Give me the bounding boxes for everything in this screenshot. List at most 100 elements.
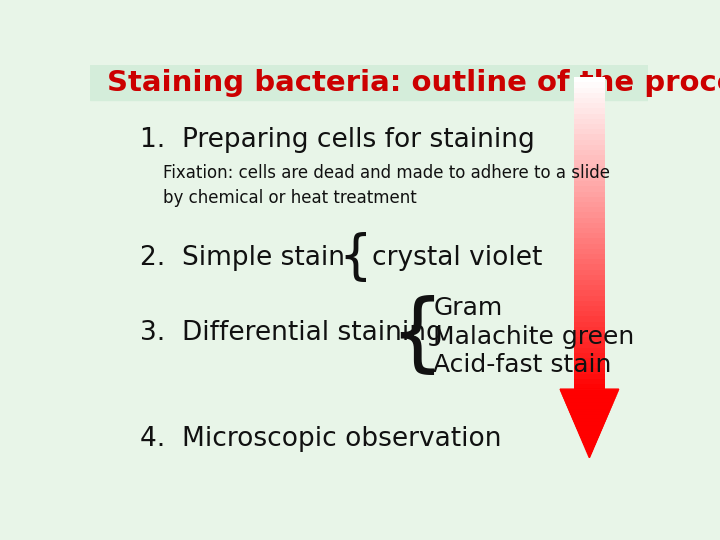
Text: {: {: [338, 232, 372, 284]
Polygon shape: [579, 433, 600, 435]
Bar: [574, 223, 605, 228]
Bar: [574, 337, 605, 342]
Bar: [574, 238, 605, 244]
Bar: [90, 65, 648, 100]
Bar: [574, 269, 605, 275]
Polygon shape: [574, 421, 605, 423]
Bar: [574, 160, 605, 166]
Polygon shape: [560, 389, 618, 392]
Bar: [574, 306, 605, 311]
Text: 3.  Differential staining: 3. Differential staining: [140, 320, 443, 346]
Bar: [574, 134, 605, 140]
Bar: [574, 83, 605, 87]
Text: 1.  Preparing cells for staining: 1. Preparing cells for staining: [140, 127, 535, 153]
Polygon shape: [567, 405, 612, 407]
Bar: [574, 197, 605, 202]
Bar: [574, 155, 605, 160]
Polygon shape: [568, 407, 611, 410]
Polygon shape: [573, 419, 606, 421]
Bar: [574, 202, 605, 207]
Bar: [574, 113, 605, 119]
Bar: [574, 327, 605, 332]
Bar: [574, 181, 605, 186]
Bar: [574, 311, 605, 316]
Bar: [574, 353, 605, 358]
Bar: [574, 145, 605, 150]
Bar: [574, 249, 605, 254]
Bar: [574, 119, 605, 124]
Polygon shape: [571, 414, 608, 416]
Polygon shape: [580, 435, 599, 437]
Polygon shape: [576, 426, 603, 428]
Polygon shape: [562, 394, 617, 396]
Polygon shape: [565, 401, 614, 403]
Bar: [574, 291, 605, 295]
Polygon shape: [588, 453, 591, 455]
Bar: [574, 228, 605, 233]
Bar: [574, 363, 605, 368]
Bar: [574, 295, 605, 301]
Bar: [574, 358, 605, 363]
Polygon shape: [577, 430, 601, 433]
Bar: [574, 87, 605, 93]
Polygon shape: [566, 403, 613, 405]
Bar: [574, 332, 605, 337]
Bar: [574, 244, 605, 249]
Bar: [574, 176, 605, 181]
Polygon shape: [583, 444, 595, 446]
Bar: [574, 218, 605, 223]
Polygon shape: [563, 396, 616, 399]
Polygon shape: [569, 410, 610, 412]
Text: Fixation: cells are dead and made to adhere to a slide
by chemical or heat treat: Fixation: cells are dead and made to adh…: [163, 164, 610, 207]
Bar: [574, 233, 605, 238]
Bar: [574, 171, 605, 176]
Bar: [574, 368, 605, 374]
Text: crystal violet: crystal violet: [372, 245, 542, 271]
Polygon shape: [587, 451, 593, 453]
Polygon shape: [585, 446, 594, 449]
Text: Staining bacteria: outline of the procedure: Staining bacteria: outline of the proced…: [107, 69, 720, 97]
Bar: [574, 285, 605, 291]
Polygon shape: [561, 392, 618, 394]
Polygon shape: [575, 423, 604, 426]
Bar: [574, 254, 605, 259]
Bar: [574, 129, 605, 134]
Bar: [574, 98, 605, 103]
Bar: [574, 321, 605, 327]
Text: 2.  Simple stain: 2. Simple stain: [140, 245, 345, 271]
Bar: [574, 77, 605, 83]
Bar: [574, 93, 605, 98]
Bar: [574, 280, 605, 285]
Bar: [574, 166, 605, 171]
Bar: [574, 109, 605, 113]
Bar: [574, 301, 605, 306]
Polygon shape: [572, 416, 607, 419]
Bar: [574, 259, 605, 265]
Polygon shape: [580, 437, 598, 440]
Text: Acid-fast stain: Acid-fast stain: [433, 353, 611, 377]
Bar: [574, 348, 605, 353]
Bar: [574, 275, 605, 280]
Bar: [574, 212, 605, 218]
Polygon shape: [577, 428, 602, 430]
Polygon shape: [570, 412, 609, 414]
Bar: [574, 150, 605, 155]
Bar: [574, 124, 605, 129]
Bar: [574, 186, 605, 192]
Polygon shape: [564, 399, 615, 401]
Polygon shape: [588, 455, 590, 458]
Text: Malachite green: Malachite green: [433, 325, 634, 349]
Polygon shape: [582, 442, 596, 444]
Bar: [574, 374, 605, 379]
Bar: [574, 207, 605, 212]
Text: {: {: [389, 295, 444, 378]
Polygon shape: [582, 440, 597, 442]
Bar: [574, 379, 605, 384]
Text: 4.  Microscopic observation: 4. Microscopic observation: [140, 426, 502, 452]
Bar: [574, 140, 605, 145]
Bar: [574, 103, 605, 109]
Bar: [574, 342, 605, 348]
Bar: [574, 265, 605, 269]
Polygon shape: [585, 449, 593, 451]
Bar: [574, 316, 605, 321]
